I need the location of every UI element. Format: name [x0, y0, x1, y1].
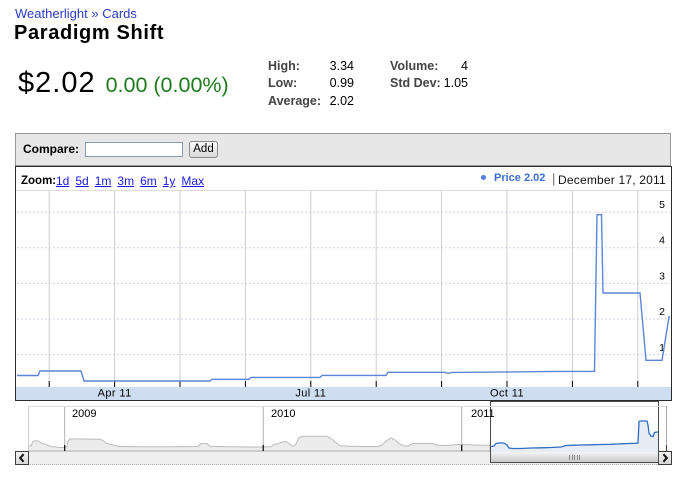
- svg-text:2009: 2009: [72, 408, 96, 420]
- svg-text:1: 1: [659, 342, 665, 354]
- svg-text:2011: 2011: [471, 408, 495, 420]
- svg-text:2: 2: [659, 306, 665, 318]
- svg-text:2010: 2010: [271, 408, 295, 420]
- svg-text:Oct 11: Oct 11: [490, 388, 524, 400]
- svg-text:4: 4: [659, 235, 665, 247]
- svg-text:5: 5: [659, 199, 665, 211]
- svg-text:Jul 11: Jul 11: [295, 388, 326, 400]
- svg-text:3: 3: [659, 270, 665, 282]
- svg-text:Apr 11: Apr 11: [98, 388, 132, 400]
